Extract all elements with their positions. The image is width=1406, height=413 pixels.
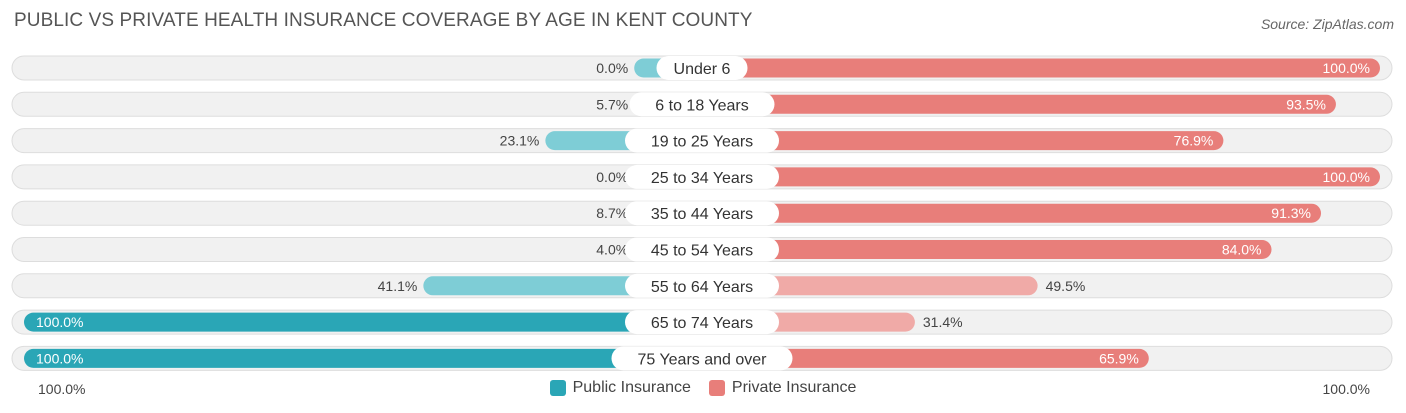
value-label-private: 91.3% — [1271, 205, 1311, 221]
value-label-private: 76.9% — [1174, 133, 1214, 149]
value-label-public: 0.0% — [596, 169, 628, 185]
value-label-public: 8.7% — [596, 205, 628, 221]
bar-private-2 — [702, 131, 1224, 151]
category-label: 55 to 64 Years — [651, 279, 753, 296]
value-label-private: 100.0% — [1323, 60, 1370, 76]
value-label-private: 65.9% — [1099, 350, 1139, 366]
legend-label-public: Public Insurance — [572, 379, 691, 396]
bar-public-8 — [24, 348, 702, 368]
legend: Public Insurance Private Insurance — [0, 379, 1406, 397]
value-label-private: 31.4% — [923, 314, 963, 330]
bar-private-1 — [702, 94, 1336, 114]
chart-title: PUBLIC VS PRIVATE HEALTH INSURANCE COVER… — [14, 10, 753, 31]
category-label: 19 to 25 Years — [651, 134, 753, 151]
bar-private-5 — [702, 240, 1272, 259]
value-label-public: 100.0% — [36, 350, 83, 366]
category-pill — [629, 92, 775, 117]
bar-private-8 — [702, 348, 1149, 368]
legend-item-private[interactable]: Private Insurance — [708, 379, 857, 397]
category-label: 45 to 54 Years — [651, 243, 753, 260]
value-label-private: 84.0% — [1222, 242, 1262, 258]
value-label-public: 100.0% — [36, 314, 83, 330]
category-label: Under 6 — [674, 61, 731, 78]
legend-swatch-public — [549, 380, 566, 396]
category-label: 75 Years and over — [638, 351, 768, 368]
bar-private-4 — [702, 203, 1322, 223]
category-pill — [625, 273, 779, 298]
value-label-public: 5.7% — [596, 96, 628, 112]
value-label-public: 0.0% — [596, 60, 628, 76]
category-pill — [611, 346, 793, 371]
value-label-private: 49.5% — [1046, 278, 1086, 294]
category-label: 65 to 74 Years — [651, 315, 753, 332]
legend-swatch-private — [708, 380, 725, 396]
category-pill — [625, 237, 779, 262]
value-label-public: 4.0% — [596, 242, 628, 258]
bar-public-7 — [24, 312, 702, 332]
category-pill — [625, 128, 779, 153]
axis-left-label: 100.0% — [38, 381, 86, 397]
legend-item-public[interactable]: Public Insurance — [549, 379, 691, 397]
category-pill — [625, 201, 779, 226]
source-note: Source: ZipAtlas.com — [1260, 16, 1394, 32]
category-label: 25 to 34 Years — [651, 170, 753, 187]
value-label-public: 41.1% — [378, 278, 418, 294]
value-label-private: 100.0% — [1323, 169, 1370, 185]
value-label-public: 23.1% — [500, 133, 540, 149]
axis-right-label: 100.0% — [1322, 381, 1370, 397]
bar-private-6 — [702, 276, 1038, 296]
category-label: 6 to 18 Years — [655, 97, 748, 114]
bar-private-0 — [702, 58, 1380, 78]
category-pill — [625, 164, 779, 189]
legend-label-private: Private Insurance — [731, 379, 857, 396]
category-label: 35 to 44 Years — [651, 206, 753, 223]
value-label-private: 93.5% — [1286, 96, 1326, 112]
category-pill — [625, 310, 779, 335]
bar-private-3 — [702, 167, 1380, 187]
category-pill — [656, 56, 748, 80]
